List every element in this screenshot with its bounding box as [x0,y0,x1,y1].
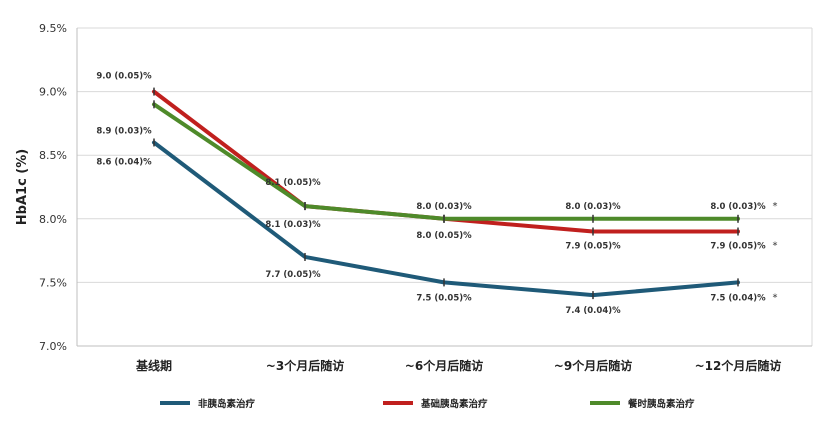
data-label: 8.1 (0.03)% [265,220,321,230]
data-label: 8.0 (0.03)% [416,202,472,212]
data-label: 8.9 (0.03)% [96,126,152,136]
data-label: 7.9 (0.05)% [710,242,766,252]
data-label: 8.0 (0.03)% [710,202,766,212]
x-tick-label: 基线期 [135,358,172,373]
series-group [152,87,740,300]
data-label: 9.0 (0.05)% [96,72,152,82]
y-tick-label: 8.0% [39,213,67,226]
legend: 非胰岛素治疗 基础胰岛素治疗 餐时胰岛素治疗 [160,398,695,410]
data-label: 7.4 (0.04)% [565,306,621,316]
data-label: 8.0 (0.03)% [565,202,621,212]
significance-star: * [773,241,778,252]
legend-label: 餐时胰岛素治疗 [627,398,695,410]
x-tick-label: ~12个月后随访 [695,358,782,373]
y-tick-label: 7.5% [39,276,67,289]
y-tick-label: 7.0% [39,340,67,353]
data-label: 7.7 (0.05)% [265,270,321,280]
legend-label: 非胰岛素治疗 [198,398,256,410]
axes: 7.0% 7.5% 8.0% 8.5% 9.0% 9.5% HbA1c (%) 基线期 ~3个月… [15,22,813,373]
significance-star: * [773,201,778,212]
data-label: 8.6 (0.04)% [96,157,152,167]
y-tick-label: 9.0% [39,86,67,99]
x-tick-label: ~6个月后随访 [405,358,483,373]
data-label: 8.0 (0.05)% [416,231,472,241]
x-tick-label: ~3个月后随访 [266,358,344,373]
significance-star: * [773,292,778,303]
legend-label: 基础胰岛素治疗 [420,398,488,410]
data-label: 8.1 (0.05)% [265,178,321,188]
data-label: 7.5 (0.05)% [416,293,472,303]
data-label: 7.9 (0.05)% [565,242,621,252]
y-tick-label: 8.5% [39,149,67,162]
y-axis-title: HbA1c (%) [15,149,30,225]
data-labels: 8.6 (0.04)% 7.7 (0.05)% 7.5 (0.05)% 7.4 (0.… [96,72,777,317]
x-tick-label: ~9个月后随访 [554,358,632,373]
data-label: 7.5 (0.04)% [710,293,766,303]
y-tick-label: 9.5% [39,22,67,35]
